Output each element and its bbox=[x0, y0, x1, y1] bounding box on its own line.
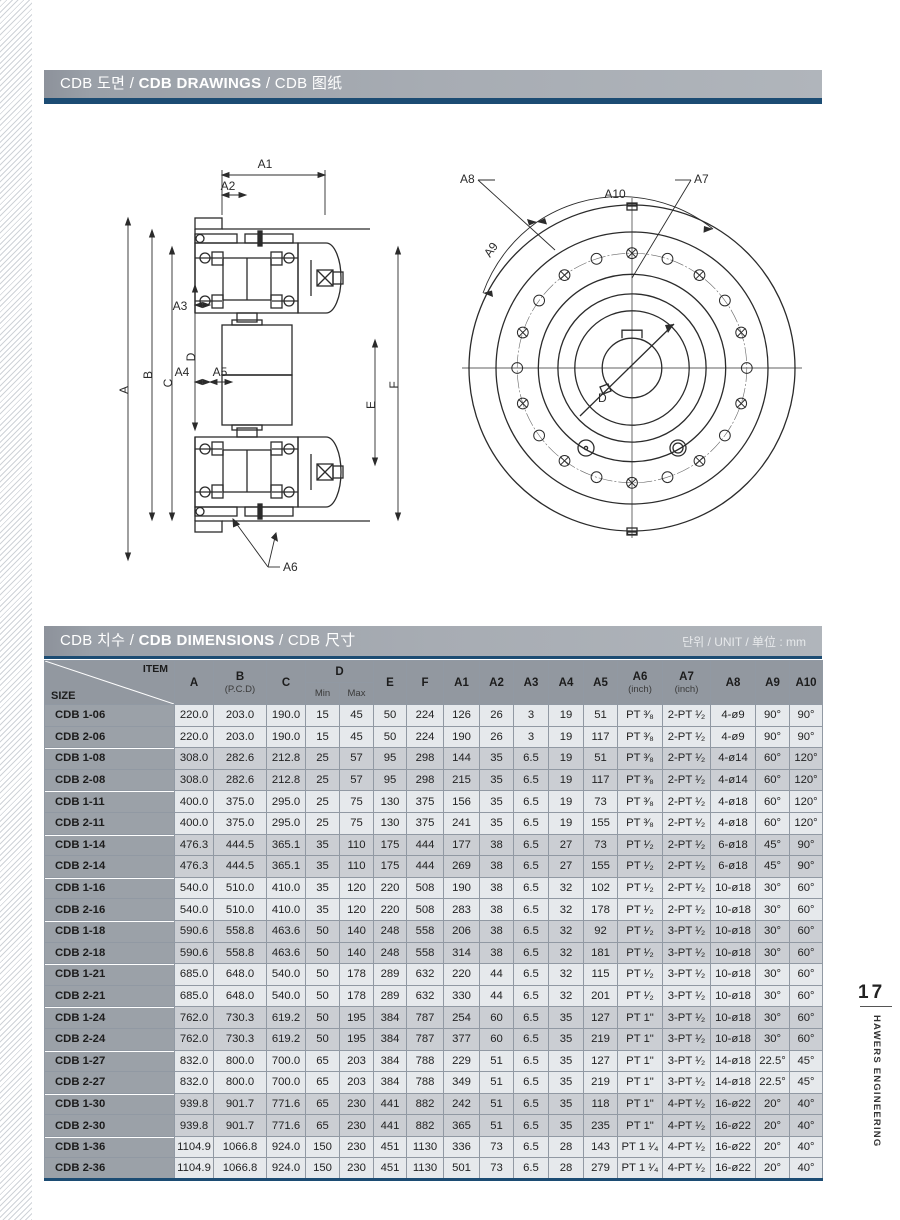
svg-text:C: C bbox=[161, 378, 175, 387]
svg-text:E: E bbox=[364, 401, 378, 409]
svg-text:A1: A1 bbox=[258, 157, 273, 171]
svg-text:F: F bbox=[387, 381, 401, 388]
svg-text:A6: A6 bbox=[283, 560, 298, 574]
svg-text:A9: A9 bbox=[481, 239, 501, 259]
svg-text:A4: A4 bbox=[175, 365, 190, 379]
svg-text:A3: A3 bbox=[173, 299, 188, 313]
svg-text:A10: A10 bbox=[604, 187, 626, 201]
svg-text:A: A bbox=[117, 386, 131, 394]
svg-text:D: D bbox=[184, 352, 198, 361]
svg-text:A8: A8 bbox=[460, 172, 475, 186]
svg-text:B: B bbox=[141, 371, 155, 379]
svg-text:A5: A5 bbox=[213, 365, 228, 379]
svg-text:A2: A2 bbox=[221, 179, 236, 193]
svg-text:A7: A7 bbox=[694, 172, 709, 186]
